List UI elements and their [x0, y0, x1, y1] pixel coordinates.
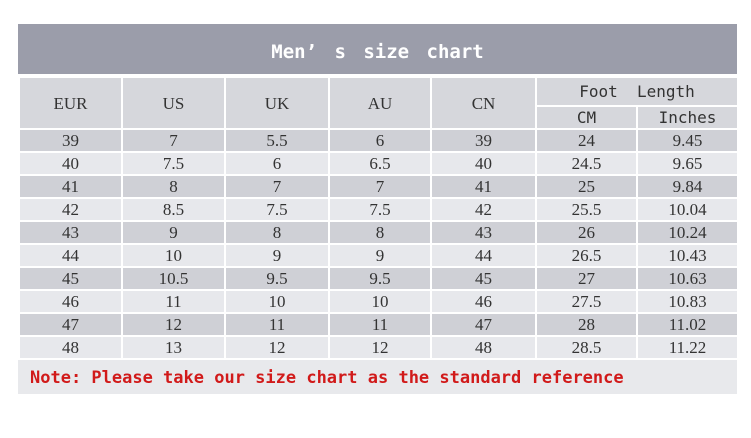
table-row: 39 7 5.5 6 39 24 9.45	[18, 128, 739, 153]
table-row: 40 7.5 6 6.5 40 24.5 9.65	[18, 151, 739, 176]
table-cell: 10	[328, 289, 432, 314]
table-cell: 28.5	[535, 335, 638, 360]
table-cell: 10	[121, 243, 226, 268]
table-cell: 46	[430, 289, 537, 314]
table-cell: 48	[18, 335, 123, 360]
header-uk: UK	[224, 76, 330, 130]
table-cell: 25	[535, 174, 638, 199]
table-cell: 24.5	[535, 151, 638, 176]
table-row: 43 9 8 8 43 26 10.24	[18, 220, 739, 245]
table-cell: 27	[535, 266, 638, 291]
table-cell: 7	[328, 174, 432, 199]
table-cell: 41	[430, 174, 537, 199]
size-table: EUR US UK AU CN Foot Length CM Inches 39…	[18, 76, 739, 360]
header-row: EUR US UK AU CN Foot Length	[18, 76, 739, 130]
table-cell: 44	[430, 243, 537, 268]
table-cell: 9	[121, 220, 226, 245]
table-cell: 6.5	[328, 151, 432, 176]
header-inches: Inches	[636, 104, 739, 131]
header-foot-length: Foot Length	[535, 76, 739, 107]
table-row: 44 10 9 9 44 26.5 10.43	[18, 243, 739, 268]
chart-title: Men’ s size chart	[18, 24, 737, 74]
table-cell: 12	[328, 335, 432, 360]
table-cell: 7.5	[224, 197, 330, 222]
table-cell: 9.65	[636, 151, 739, 176]
size-chart: Men’ s size chart EUR US UK AU CN Foot L…	[18, 24, 739, 394]
table-cell: 10.24	[636, 220, 739, 245]
table-cell: 7.5	[121, 151, 226, 176]
table-cell: 10.5	[121, 266, 226, 291]
header-us: US	[121, 76, 226, 130]
table-cell: 9.45	[636, 128, 739, 153]
table-cell: 6	[224, 151, 330, 176]
table-cell: 7	[224, 174, 330, 199]
table-cell: 45	[430, 266, 537, 291]
table-cell: 9.84	[636, 174, 739, 199]
table-cell: 27.5	[535, 289, 638, 314]
table-cell: 42	[430, 197, 537, 222]
table-cell: 12	[224, 335, 330, 360]
table-cell: 7.5	[328, 197, 432, 222]
table-cell: 8	[121, 174, 226, 199]
table-cell: 5.5	[224, 128, 330, 153]
header-subrow: CM Inches	[19, 104, 739, 131]
table-cell: 40	[430, 151, 537, 176]
table-cell: 44	[18, 243, 123, 268]
table-cell: 11	[224, 312, 330, 337]
table-cell: 6	[328, 128, 432, 153]
table-cell: 26.5	[535, 243, 638, 268]
table-row: 41 8 7 7 41 25 9.84	[18, 174, 739, 199]
table-cell: 46	[18, 289, 123, 314]
table-cell: 10.43	[636, 243, 739, 268]
table-cell: 45	[18, 266, 123, 291]
table-cell: 47	[18, 312, 123, 337]
table-cell: 10	[224, 289, 330, 314]
table-row: 46 11 10 10 46 27.5 10.83	[18, 289, 739, 314]
table-row: 48 13 12 12 48 28.5 11.22	[18, 335, 739, 360]
table-cell: 8	[328, 220, 432, 245]
table-cell: 9	[224, 243, 330, 268]
table-cell: 39	[430, 128, 537, 153]
table-cell: 40	[18, 151, 123, 176]
table-cell: 9.5	[224, 266, 330, 291]
table-row: 45 10.5 9.5 9.5 45 27 10.63	[18, 266, 739, 291]
table-cell: 28	[535, 312, 638, 337]
table-cell: 7	[121, 128, 226, 153]
table-cell: 43	[430, 220, 537, 245]
table-cell: 10.63	[636, 266, 739, 291]
table-cell: 8.5	[121, 197, 226, 222]
header-cm: CM	[535, 104, 638, 131]
table-cell: 9.5	[328, 266, 432, 291]
table-cell: 11.22	[636, 335, 739, 360]
table-cell: 10.04	[636, 197, 739, 222]
table-row: 47 12 11 11 47 28 11.02	[18, 312, 739, 337]
table-cell: 9	[328, 243, 432, 268]
table-cell: 12	[121, 312, 226, 337]
table-row: 42 8.5 7.5 7.5 42 25.5 10.04	[18, 197, 739, 222]
table-cell: 26	[535, 220, 638, 245]
header-au: AU	[328, 76, 432, 130]
table-cell: 43	[18, 220, 123, 245]
table-cell: 25.5	[535, 197, 638, 222]
table-cell: 11.02	[636, 312, 739, 337]
header-eur: EUR	[18, 76, 123, 130]
header-cn: CN	[430, 76, 537, 130]
size-note: Note: Please take our size chart as the …	[18, 360, 737, 394]
table-cell: 10.83	[636, 289, 739, 314]
table-cell: 11	[328, 312, 432, 337]
table-cell: 13	[121, 335, 226, 360]
table-cell: 42	[18, 197, 123, 222]
table-cell: 41	[18, 174, 123, 199]
table-cell: 11	[121, 289, 226, 314]
table-cell: 39	[18, 128, 123, 153]
table-cell: 8	[224, 220, 330, 245]
table-cell: 24	[535, 128, 638, 153]
table-cell: 47	[430, 312, 537, 337]
table-cell: 48	[430, 335, 537, 360]
